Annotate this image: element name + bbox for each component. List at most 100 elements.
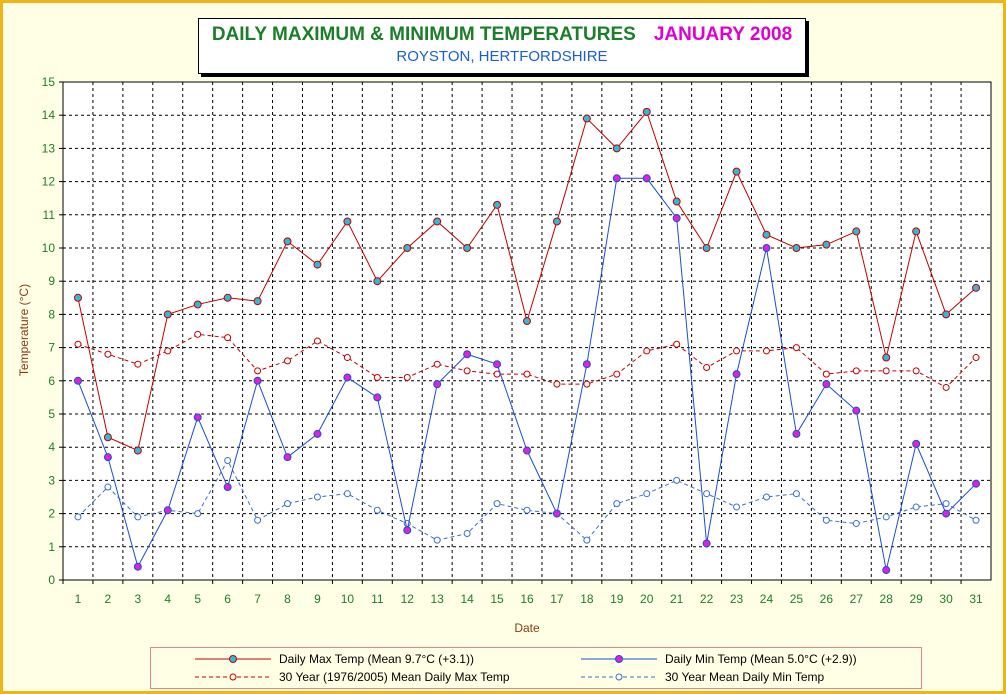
series-avg-max-point — [194, 330, 202, 338]
series-avg-min-point — [673, 476, 681, 484]
legend-label-avg-min: 30 Year Mean Daily Min Temp — [665, 670, 825, 684]
series-min-point — [313, 429, 322, 438]
series-avg-min-point — [942, 500, 950, 508]
x-tick-label: 31 — [969, 592, 983, 606]
series-max-point — [552, 217, 561, 226]
series-avg-max-point — [613, 370, 621, 378]
series-max-point — [493, 200, 502, 209]
legend-swatch-max — [195, 655, 271, 663]
plot-area — [62, 81, 992, 581]
series-min-point — [343, 373, 352, 382]
y-tick-label: 3 — [48, 473, 55, 487]
series-max-point — [433, 217, 442, 226]
series-min-point — [942, 509, 951, 518]
series-min-point — [73, 376, 82, 385]
y-tick-label: 13 — [42, 141, 56, 155]
legend-swatch-avg-max — [195, 673, 271, 681]
series-avg-max-point — [463, 367, 471, 375]
legend-item-avg-max: 30 Year (1976/2005) Mean Daily Max Temp — [193, 668, 553, 686]
series-max-point — [373, 277, 382, 286]
plot-background — [62, 81, 992, 581]
series-min-point — [912, 439, 921, 448]
legend-swatch-min — [581, 655, 657, 663]
series-min-point — [882, 566, 891, 575]
series-avg-min-point — [373, 506, 381, 514]
series-avg-max-point — [822, 370, 830, 378]
series-min-point — [972, 479, 981, 488]
series-avg-max-point — [762, 347, 770, 355]
series-avg-min-point — [104, 483, 112, 491]
series-avg-min-point — [224, 456, 232, 464]
legend-swatch-avg-min — [581, 673, 657, 681]
series-avg-max-point — [942, 383, 950, 391]
x-axis-ticks: 1 2 3 4 5 6 7 8 9 10 11 12 13 14 15 16 17 18 19 20 21 22 23 24 2… — [62, 580, 983, 606]
series-avg-max-point — [733, 347, 741, 355]
series-avg-min-point — [882, 513, 890, 521]
x-tick-label: 7 — [254, 592, 261, 606]
y-tick-label: 12 — [42, 175, 56, 189]
series-layer — [73, 107, 981, 575]
x-tick-label: 23 — [730, 592, 744, 606]
x-tick-label: 30 — [939, 592, 953, 606]
series-avg-max-point — [254, 367, 262, 375]
series-min-point — [523, 446, 531, 455]
series-avg-min-point — [792, 490, 800, 498]
series-avg-max — [74, 330, 980, 391]
x-tick-label: 6 — [224, 592, 231, 606]
series-min-point — [702, 539, 711, 548]
series-min-point — [103, 453, 112, 462]
series-max-point — [822, 240, 831, 249]
y-tick-label: 6 — [48, 374, 55, 388]
series-avg-min-point — [822, 516, 830, 524]
series-avg-max-point — [703, 364, 711, 372]
series-max-point — [972, 283, 981, 292]
series-min-point — [612, 174, 621, 183]
series-avg-max-point — [313, 337, 321, 345]
series-avg-min-point — [343, 490, 351, 498]
x-tick-label: 3 — [134, 592, 141, 606]
series-max-point — [283, 237, 292, 246]
series-min-point — [283, 453, 292, 462]
series-avg-max-point — [643, 347, 651, 355]
legend-label-min: Daily Min Temp (Mean 5.0°C (+2.9)) — [665, 652, 857, 666]
series-max-point — [523, 317, 531, 326]
series-max-point — [223, 293, 232, 302]
x-tick-label: 19 — [610, 592, 624, 606]
series-max-point — [163, 310, 172, 319]
series-avg-max-point — [343, 354, 351, 362]
series-max-point — [852, 227, 861, 236]
series-min-point — [672, 214, 681, 223]
x-tick-label: 9 — [314, 592, 321, 606]
y-tick-label: 0 — [48, 573, 55, 587]
series-avg-max-point — [553, 380, 561, 388]
chart-subtitle: ROYSTON, HERTFORDSHIRE — [396, 48, 608, 65]
series-avg-min-point — [762, 493, 770, 501]
x-tick-label: 29 — [909, 592, 923, 606]
x-tick-label: 17 — [550, 592, 564, 606]
series-avg-max-point — [583, 380, 591, 388]
x-tick-label: 4 — [164, 592, 171, 606]
series-min-point — [493, 360, 502, 369]
y-tick-label: 2 — [48, 507, 55, 521]
series-max-point — [73, 293, 82, 302]
series-max — [73, 107, 981, 455]
series-avg-max-point — [912, 367, 920, 375]
y-tick-label: 4 — [48, 440, 55, 454]
series-max-point — [762, 230, 771, 239]
series-avg-min-point — [194, 510, 202, 518]
x-tick-label: 14 — [460, 592, 474, 606]
series-avg-min-point — [912, 503, 920, 511]
legend-item-min: Daily Min Temp (Mean 5.0°C (+2.9)) — [579, 650, 909, 668]
legend-label-max: Daily Max Temp (Mean 9.7°C (+3.1)) — [279, 652, 474, 666]
series-avg-max-point — [164, 347, 172, 355]
x-tick-label: 25 — [790, 592, 804, 606]
series-avg-max-point — [224, 334, 232, 342]
series-avg-min-point — [254, 516, 262, 524]
series-min-point — [582, 360, 591, 369]
series-min-point — [433, 380, 442, 389]
x-tick-label: 18 — [580, 592, 594, 606]
series-avg-min-point — [643, 490, 651, 498]
series-max-point — [642, 107, 651, 116]
x-tick-label: 22 — [700, 592, 714, 606]
